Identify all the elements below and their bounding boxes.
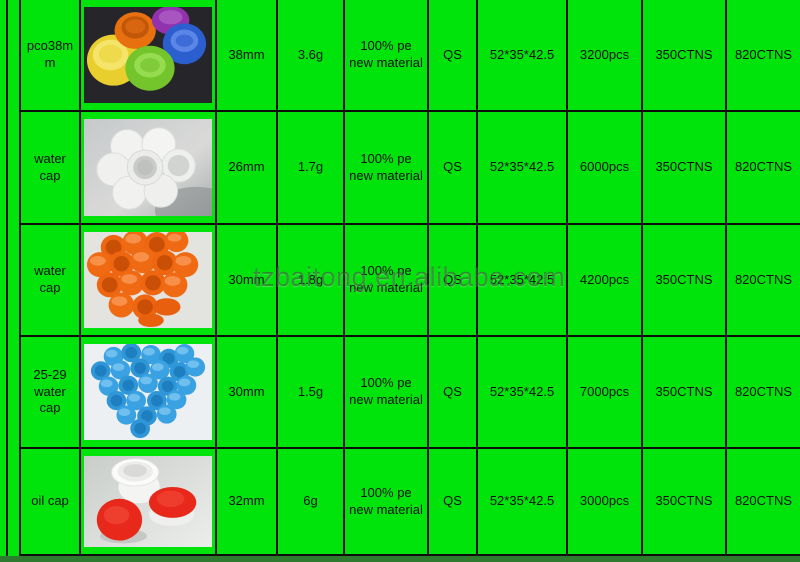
total-cartons-cell: 820CTNS [725, 225, 800, 337]
product-photo-cell [79, 337, 215, 449]
material-cell: 100% pe new material [343, 112, 427, 225]
cartons-cell: 350CTNS [641, 449, 725, 556]
carton-size-cell: 52*35*42.5 [476, 112, 566, 225]
certificate-cell: QS [427, 337, 476, 449]
bottom-strip [0, 556, 800, 562]
outer-left-border-line [6, 0, 8, 556]
carton-size-cell: 52*35*42.5 [476, 337, 566, 449]
total-cartons-cell: 820CTNS [725, 337, 800, 449]
certificate-cell: QS [427, 0, 476, 112]
cartons-cell: 350CTNS [641, 337, 725, 449]
material-cell: 100% pe new material [343, 225, 427, 337]
weight-cell: 1.5g [276, 337, 343, 449]
product-name-cell: water cap [19, 225, 79, 337]
quantity-cell: 3000pcs [566, 449, 641, 556]
assorted-color-caps-photo [84, 7, 212, 103]
size-cell: 26mm [215, 112, 276, 225]
product-name: water cap [34, 263, 66, 295]
quantity-cell: 4200pcs [566, 225, 641, 337]
carton-size-cell: 52*35*42.5 [476, 225, 566, 337]
carton-size-cell: 52*35*42.5 [476, 449, 566, 556]
total-cartons-cell: 820CTNS [725, 112, 800, 225]
cartons-cell: 350CTNS [641, 0, 725, 112]
size-cell: 32mm [215, 449, 276, 556]
oil-cap-photo [84, 456, 212, 547]
total-cartons-cell: 820CTNS [725, 0, 800, 112]
cartons-cell: 350CTNS [641, 112, 725, 225]
product-photo-cell [79, 225, 215, 337]
size-cell: 30mm [215, 337, 276, 449]
product-name: 25-29 water cap [33, 366, 67, 416]
material-cell: 100% pe new material [343, 0, 427, 112]
size-cell: 30mm [215, 225, 276, 337]
total-cartons-cell: 820CTNS [725, 449, 800, 556]
product-photo-cell [79, 0, 215, 112]
product-name: water cap [34, 150, 66, 183]
cartons-cell: 350CTNS [641, 225, 725, 337]
blue-caps-photo [84, 344, 212, 440]
product-name-cell: oil cap [19, 449, 79, 556]
white-caps-photo [84, 119, 212, 216]
weight-cell: 1.7g [276, 112, 343, 225]
product-photo-cell [79, 112, 215, 225]
weight-cell: 1.8g [276, 225, 343, 337]
material-cell: 100% pe new material [343, 449, 427, 556]
product-name-cell: pco38mm [19, 0, 79, 112]
quantity-cell: 3200pcs [566, 0, 641, 112]
certificate-cell: QS [427, 225, 476, 337]
product-photo-cell [79, 449, 215, 556]
product-name-cell: 25-29 water cap [19, 337, 79, 449]
size-cell: 38mm [215, 0, 276, 112]
certificate-cell: QS [427, 449, 476, 556]
quantity-cell: 6000pcs [566, 112, 641, 225]
quantity-cell: 7000pcs [566, 337, 641, 449]
orange-caps-photo [84, 232, 212, 328]
product-spec-table: pco38mm 38mm 3.6g 100% pe new material Q… [19, 0, 800, 556]
weight-cell: 3.6g [276, 0, 343, 112]
certificate-cell: QS [427, 112, 476, 225]
weight-cell: 6g [276, 449, 343, 556]
product-name: pco38mm [26, 38, 74, 70]
product-name: oil cap [31, 493, 69, 509]
material-cell: 100% pe new material [343, 337, 427, 449]
carton-size-cell: 52*35*42.5 [476, 0, 566, 112]
product-name-cell: water cap [19, 112, 79, 225]
